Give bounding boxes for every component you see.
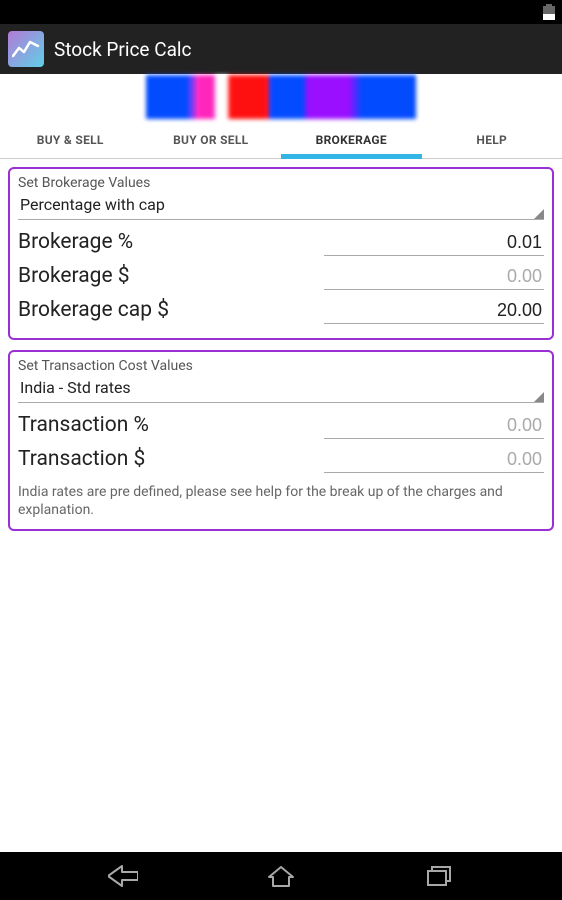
- transaction-card: Set Transaction Cost Values India - Std …: [8, 350, 554, 531]
- system-nav-bar: [0, 852, 562, 900]
- transaction-row-dollar: Transaction $: [18, 443, 544, 477]
- brokerage-row-dollar: Brokerage $: [18, 260, 544, 294]
- status-bar: [0, 0, 562, 24]
- home-icon: [267, 865, 295, 887]
- tab-help[interactable]: HELP: [422, 120, 562, 158]
- brokerage-dollar-input: [324, 264, 544, 290]
- content-area: Set Brokerage Values Percentage with cap…: [0, 159, 562, 531]
- brokerage-card: Set Brokerage Values Percentage with cap…: [8, 167, 554, 340]
- brokerage-mode-dropdown[interactable]: Percentage with cap: [18, 193, 544, 220]
- brokerage-section-title: Set Brokerage Values: [18, 175, 544, 191]
- dropdown-caret-icon: [534, 392, 544, 402]
- ad-banner[interactable]: [0, 74, 562, 120]
- recents-icon: [425, 865, 453, 887]
- transaction-percent-input: [324, 413, 544, 439]
- app-icon: [8, 31, 44, 67]
- transaction-dollar-label: Transaction $: [18, 447, 145, 471]
- transaction-region-dropdown[interactable]: India - Std rates: [18, 376, 544, 403]
- brokerage-cap-input[interactable]: [324, 298, 544, 324]
- tab-buy-and-sell[interactable]: BUY & SELL: [0, 120, 141, 158]
- transaction-row-percent: Transaction %: [18, 409, 544, 443]
- brokerage-row-cap: Brokerage cap $: [18, 294, 544, 328]
- tab-bar: BUY & SELL BUY OR SELL BROKERAGE HELP: [0, 120, 562, 159]
- dropdown-caret-icon: [534, 209, 544, 219]
- back-icon: [108, 865, 138, 887]
- battery-icon: [542, 4, 556, 20]
- transaction-region-value: India - Std rates: [20, 378, 131, 397]
- back-button[interactable]: [88, 860, 158, 892]
- brokerage-cap-label: Brokerage cap $: [18, 298, 169, 322]
- app-title: Stock Price Calc: [54, 38, 191, 61]
- recents-button[interactable]: [404, 860, 474, 892]
- brokerage-percent-input[interactable]: [324, 230, 544, 256]
- transaction-percent-label: Transaction %: [18, 413, 149, 437]
- transaction-section-title: Set Transaction Cost Values: [18, 358, 544, 374]
- brokerage-dollar-label: Brokerage $: [18, 264, 130, 288]
- ad-banner-image: [146, 75, 416, 119]
- home-button[interactable]: [246, 860, 316, 892]
- brokerage-percent-label: Brokerage %: [18, 230, 133, 254]
- brokerage-mode-value: Percentage with cap: [20, 195, 165, 214]
- transaction-dollar-input: [324, 447, 544, 473]
- brokerage-row-percent: Brokerage %: [18, 226, 544, 260]
- tab-brokerage[interactable]: BROKERAGE: [281, 120, 422, 158]
- action-bar: Stock Price Calc: [0, 24, 562, 74]
- transaction-help-text: India rates are pre defined, please see …: [18, 483, 544, 519]
- tab-buy-or-sell[interactable]: BUY OR SELL: [141, 120, 282, 158]
